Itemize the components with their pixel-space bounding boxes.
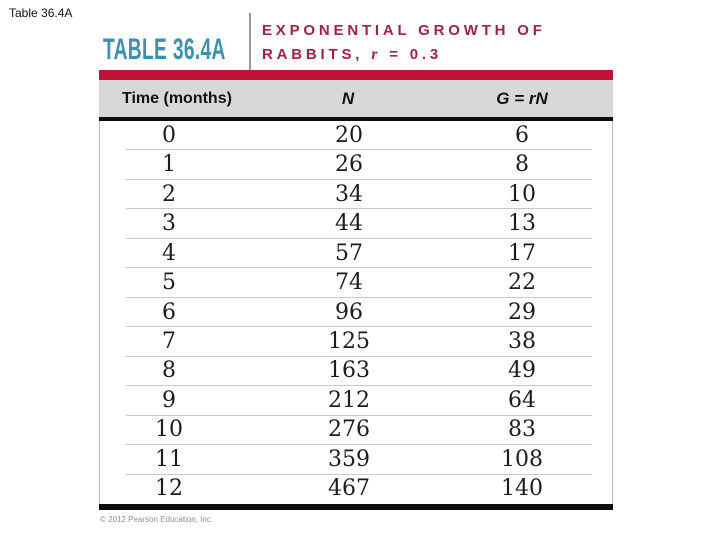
table-cell: 96 (335, 299, 363, 325)
table-cell: 11 (155, 446, 183, 472)
table-cell: 140 (501, 476, 543, 502)
table-cell: 57 (335, 240, 363, 266)
table-bottom-rule (99, 504, 613, 510)
table-cell: 44 (335, 211, 363, 237)
table-row: 3 44 13 (100, 209, 612, 240)
table-heading-line1: EXPONENTIAL GROWTH OF (262, 22, 546, 39)
table-cell: 276 (328, 417, 370, 443)
table-cell: 83 (508, 417, 536, 443)
table-cell: 7 (162, 329, 176, 355)
table-row: 1 26 8 (100, 150, 612, 181)
red-accent-bar (99, 70, 613, 80)
table-row: 8 163 49 (100, 357, 612, 387)
table-cell: 0 (162, 122, 176, 148)
table-row: 5 74 22 (100, 268, 612, 299)
table-heading-line2-suffix: = 0.3 (381, 46, 442, 63)
table-row: 0 20 6 (100, 121, 612, 151)
table-row: 9 212 64 (100, 386, 612, 417)
table-cell: 359 (328, 446, 370, 472)
column-header-growth: G = rN (496, 88, 548, 108)
table-cell: 26 (335, 152, 363, 178)
rate-variable: r (371, 46, 382, 63)
table-cell: 49 (508, 358, 536, 384)
table-cell: 125 (328, 329, 370, 355)
table-cell: 12 (155, 476, 183, 502)
table-cell: 2 (162, 181, 176, 207)
table-number-label: TABLE 36.4A (103, 33, 226, 66)
table-heading: EXPONENTIAL GROWTH OF RABBITS, r = 0.3 (262, 19, 682, 67)
table-cell: 4 (162, 240, 176, 266)
table-cell: 38 (508, 329, 536, 355)
table-row: 7 125 38 (100, 327, 612, 358)
table-cell: 13 (508, 211, 536, 237)
table-cell: 467 (328, 476, 370, 502)
table-cell: 20 (335, 122, 363, 148)
header-divider-line (249, 13, 251, 70)
table-cell: 3 (162, 211, 176, 237)
table-cell: 6 (162, 299, 176, 325)
table-cell: 29 (508, 299, 536, 325)
table-cell: 17 (508, 240, 536, 266)
table-row: 12 467 140 (100, 475, 612, 504)
table-cell: 22 (508, 270, 536, 296)
table-row: 6 96 29 (100, 298, 612, 328)
table-cell: 1 (162, 152, 176, 178)
table-body: 0 20 6 1 26 8 2 34 10 3 44 13 4 57 17 5 74 22 6 96 29 7 125 38 8… (99, 121, 613, 504)
column-header-n: N (341, 88, 355, 108)
table-row: 11 359 108 (100, 445, 612, 476)
table-cell: 74 (335, 270, 363, 296)
table-cell: 212 (328, 387, 370, 413)
slide-title-label: Table 36.4A (9, 6, 73, 20)
table-cell: 6 (515, 122, 529, 148)
table-row: 4 57 17 (100, 239, 612, 269)
table-cell: 5 (162, 270, 176, 296)
table-cell: 163 (328, 358, 370, 384)
table-row: 2 34 10 (100, 180, 612, 210)
table-cell: 8 (162, 358, 176, 384)
table-cell: 10 (508, 181, 536, 207)
table-cell: 64 (508, 387, 536, 413)
table-row: 10 276 83 (100, 416, 612, 446)
table-header-row: Time (months) N G = rN (99, 80, 613, 117)
table-cell: 10 (155, 417, 183, 443)
copyright-notice: © 2012 Pearson Education, Inc. (100, 515, 214, 524)
table-cell: 34 (335, 181, 363, 207)
table-heading-line2-prefix: RABBITS, (262, 46, 372, 63)
column-header-time: Time (months) (122, 89, 232, 107)
table-cell: 8 (515, 152, 529, 178)
header-underline (99, 117, 613, 121)
table-cell: 9 (162, 387, 176, 413)
table-cell: 108 (501, 446, 543, 472)
